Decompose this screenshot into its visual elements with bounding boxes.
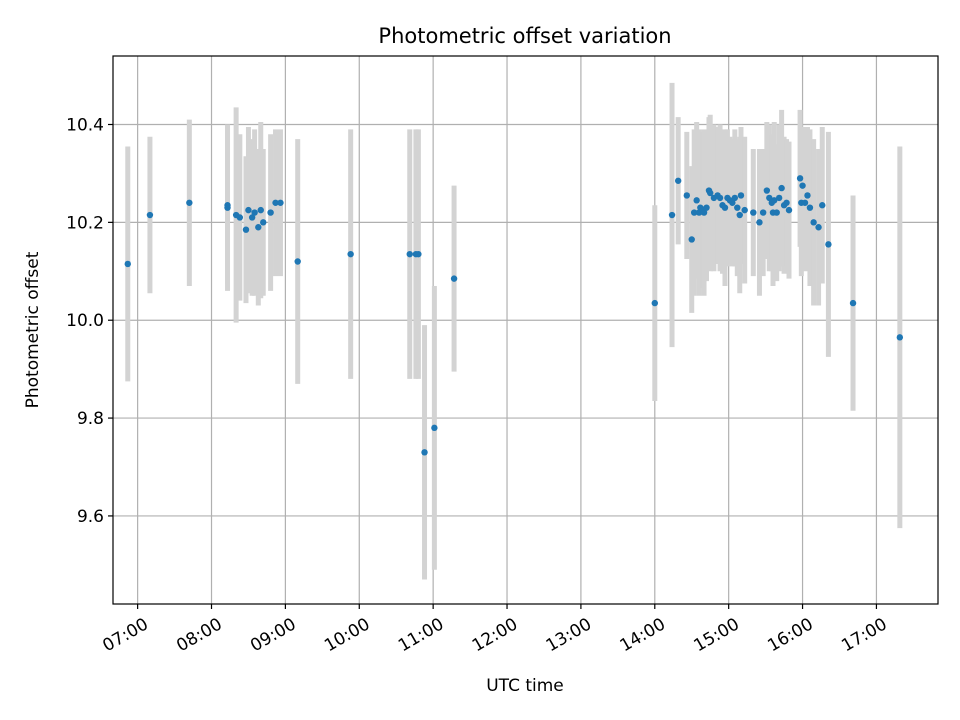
x-axis-ticks: 07:00 08:00 09:00 10:00 11:00 12:00 13:00 14:00…	[99, 604, 891, 656]
data-point	[674, 177, 682, 184]
data-point	[224, 204, 231, 211]
data-point	[700, 209, 708, 216]
data-point	[771, 197, 778, 204]
data-point	[277, 199, 284, 206]
data-point	[756, 219, 763, 226]
data-points	[124, 175, 904, 456]
data-point	[815, 224, 822, 231]
data-point	[775, 194, 783, 202]
x-tick-label: 11:00	[395, 614, 447, 656]
x-tick-label: 16:00	[764, 614, 816, 656]
data-point	[763, 187, 771, 194]
data-point	[186, 199, 193, 206]
data-point	[294, 258, 301, 265]
data-point	[736, 211, 743, 219]
data-point	[773, 209, 780, 216]
data-point	[347, 250, 354, 258]
data-point	[731, 194, 739, 202]
data-point	[896, 334, 904, 341]
data-point	[849, 299, 857, 307]
plot-frame	[112, 55, 939, 605]
data-point	[721, 204, 729, 211]
x-tick-label: 15:00	[690, 614, 742, 656]
data-point	[799, 182, 806, 189]
data-point	[431, 424, 438, 432]
x-tick-label: 08:00	[173, 614, 225, 656]
data-point	[257, 206, 264, 214]
error-bars	[125, 82, 903, 580]
y-tick-label: 10.0	[66, 311, 104, 331]
data-point	[806, 204, 814, 211]
data-point	[707, 189, 714, 197]
data-point	[716, 194, 724, 202]
data-point	[415, 250, 422, 258]
data-point	[651, 299, 658, 307]
data-point	[693, 197, 700, 204]
data-point	[242, 226, 250, 233]
data-point	[734, 204, 741, 211]
data-point	[741, 206, 748, 214]
x-tick-label: 10:00	[321, 614, 373, 656]
data-point	[251, 209, 258, 216]
data-point	[737, 192, 745, 199]
data-point	[703, 204, 710, 211]
data-point	[785, 206, 793, 214]
data-point	[421, 449, 428, 456]
data-point	[750, 209, 757, 216]
data-point	[801, 199, 809, 206]
data-point	[810, 219, 817, 226]
data-point	[819, 202, 826, 209]
data-point	[796, 175, 804, 182]
y-tick-label: 10.2	[66, 213, 104, 233]
data-point	[146, 211, 154, 219]
data-point	[255, 224, 262, 231]
data-point	[267, 209, 274, 216]
data-point	[245, 206, 252, 214]
data-point	[688, 236, 695, 243]
x-tick-label: 07:00	[99, 614, 151, 656]
data-point	[766, 194, 773, 202]
data-point	[236, 214, 244, 221]
x-tick-label: 13:00	[543, 614, 595, 656]
chart-title: Photometric offset variation	[378, 24, 671, 48]
data-point	[406, 250, 413, 258]
data-point	[272, 199, 279, 206]
x-axis-label: UTC time	[486, 676, 564, 696]
y-tick-label: 10.4	[66, 116, 104, 136]
data-point	[778, 184, 785, 192]
data-point	[783, 199, 790, 206]
data-point	[450, 275, 458, 282]
data-point	[729, 199, 736, 206]
x-tick-label: 17:00	[838, 614, 890, 656]
y-axis-ticks: 9.6 9.8 10.0 10.2 10.4	[66, 116, 113, 527]
data-point	[804, 192, 811, 199]
x-tick-label: 09:00	[247, 614, 299, 656]
y-axis-label: Photometric offset	[23, 251, 43, 408]
y-tick-label: 9.6	[77, 507, 104, 527]
data-point	[825, 241, 832, 248]
data-point	[124, 260, 131, 268]
data-point	[248, 214, 256, 221]
x-tick-label: 14:00	[617, 614, 669, 656]
data-point	[260, 219, 267, 226]
y-tick-label: 9.8	[77, 409, 104, 429]
data-point	[690, 209, 698, 216]
data-point	[759, 209, 767, 216]
data-point	[683, 192, 691, 199]
x-tick-label: 12:00	[469, 614, 521, 656]
data-point	[668, 211, 676, 219]
